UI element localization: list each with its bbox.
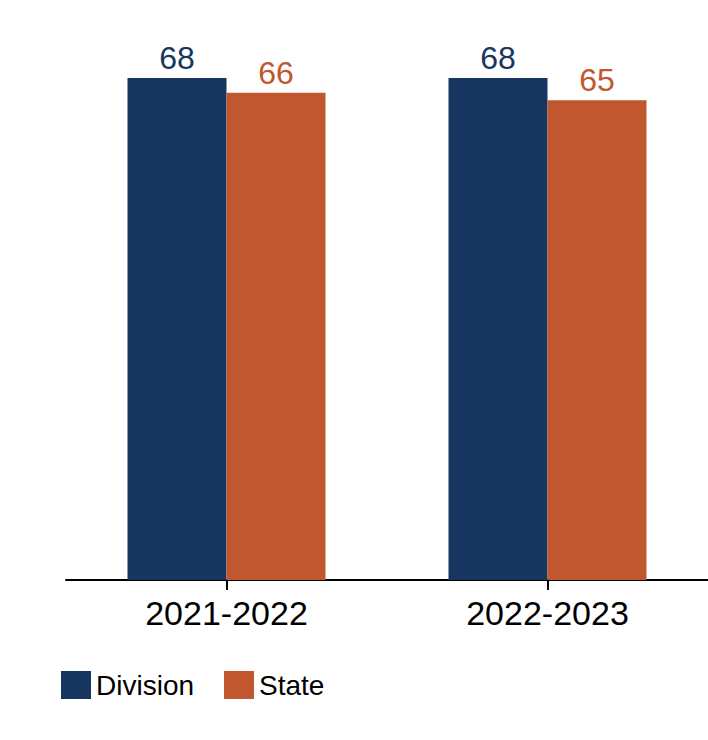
svg-text:2021-2022: 2021-2022 <box>145 594 308 632</box>
svg-text:State: State <box>259 670 324 701</box>
svg-text:2022-2023: 2022-2023 <box>466 594 629 632</box>
svg-text:66: 66 <box>258 55 294 91</box>
svg-text:65: 65 <box>579 62 615 98</box>
svg-text:Division: Division <box>96 670 194 701</box>
svg-text:68: 68 <box>159 40 195 76</box>
svg-text:68: 68 <box>480 40 516 76</box>
